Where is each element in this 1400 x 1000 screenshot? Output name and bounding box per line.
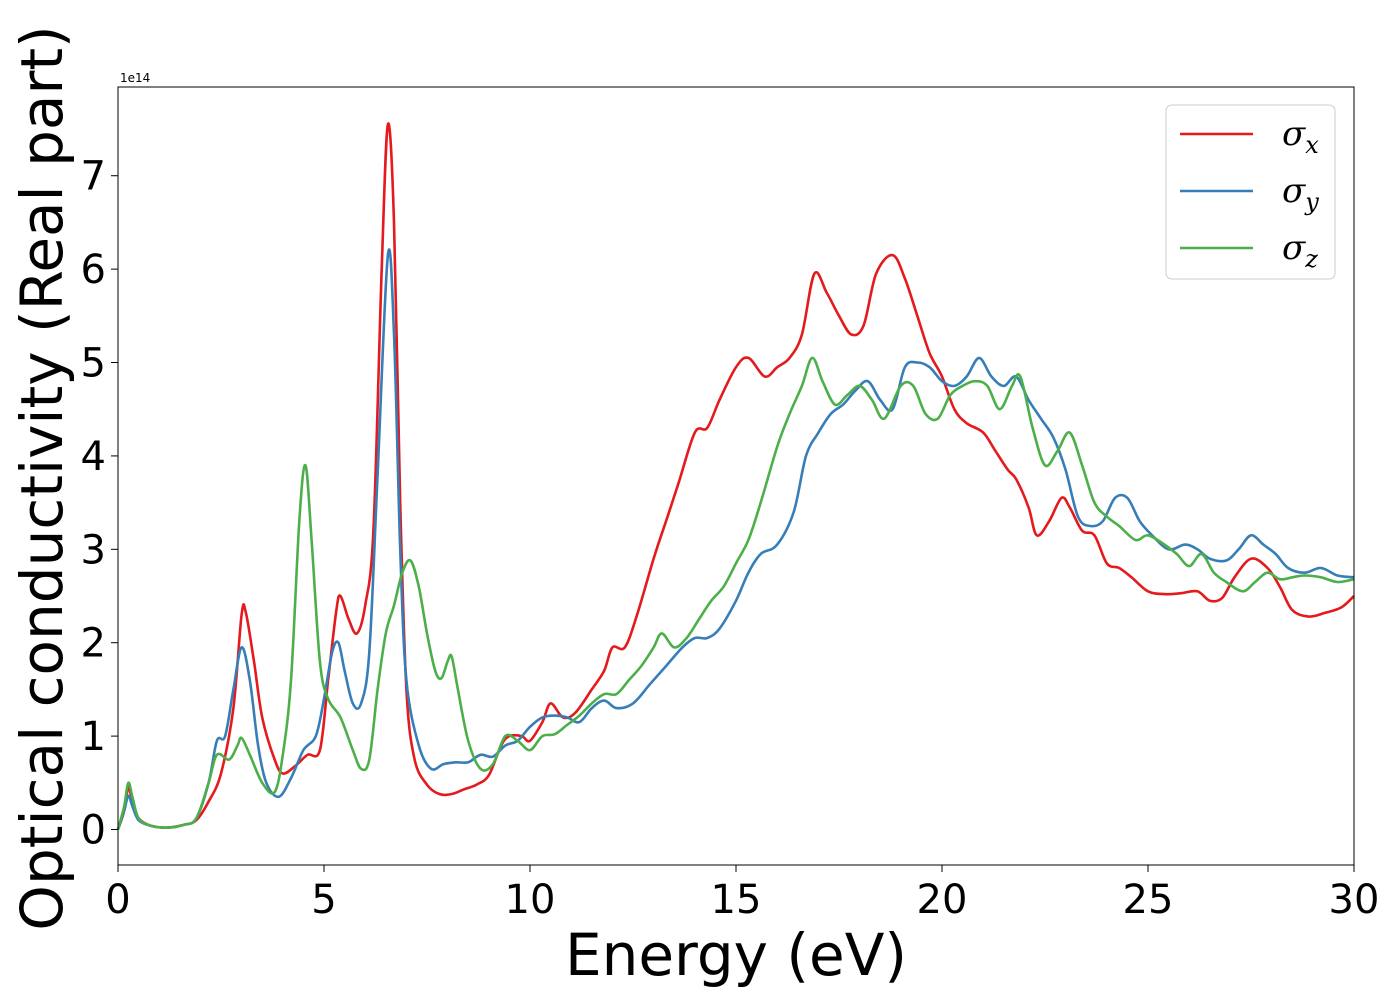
series-layer xyxy=(116,122,1355,830)
legend-label-x: σx xyxy=(1282,114,1319,159)
legend-label-z: σz xyxy=(1282,228,1318,273)
y-axis: 0 1 2 3 4 5 6 7 xyxy=(81,154,118,854)
series-line-z xyxy=(116,356,1355,830)
series-line-y xyxy=(116,248,1355,830)
x-axis-title: Energy (eV) xyxy=(565,921,907,989)
y-tick-label: 4 xyxy=(81,434,106,480)
legend-label-y: σy xyxy=(1282,171,1319,216)
x-tick-label: 20 xyxy=(917,877,968,923)
y-tick-label: 3 xyxy=(81,527,106,573)
y-tick-label: 2 xyxy=(81,621,106,667)
legend: σx σy σz xyxy=(1165,104,1336,280)
y-tick-label: 7 xyxy=(81,154,106,200)
y-tick-label: 6 xyxy=(81,247,106,293)
x-tick-label: 30 xyxy=(1329,877,1380,923)
y-multiplier-label: 1e14 xyxy=(120,71,150,85)
y-tick-label: 5 xyxy=(81,341,106,387)
x-tick-label: 25 xyxy=(1123,877,1174,923)
y-tick-label: 0 xyxy=(81,808,106,854)
x-tick-label: 15 xyxy=(711,877,762,923)
x-tick-label: 5 xyxy=(311,877,336,923)
x-axis: 0 5 10 15 20 25 30 xyxy=(105,865,1379,923)
x-tick-label: 0 xyxy=(105,877,130,923)
x-tick-label: 10 xyxy=(505,877,556,923)
y-tick-label: 1 xyxy=(81,714,106,760)
y-axis-title: Optical conductivity (Real part) xyxy=(8,25,76,930)
